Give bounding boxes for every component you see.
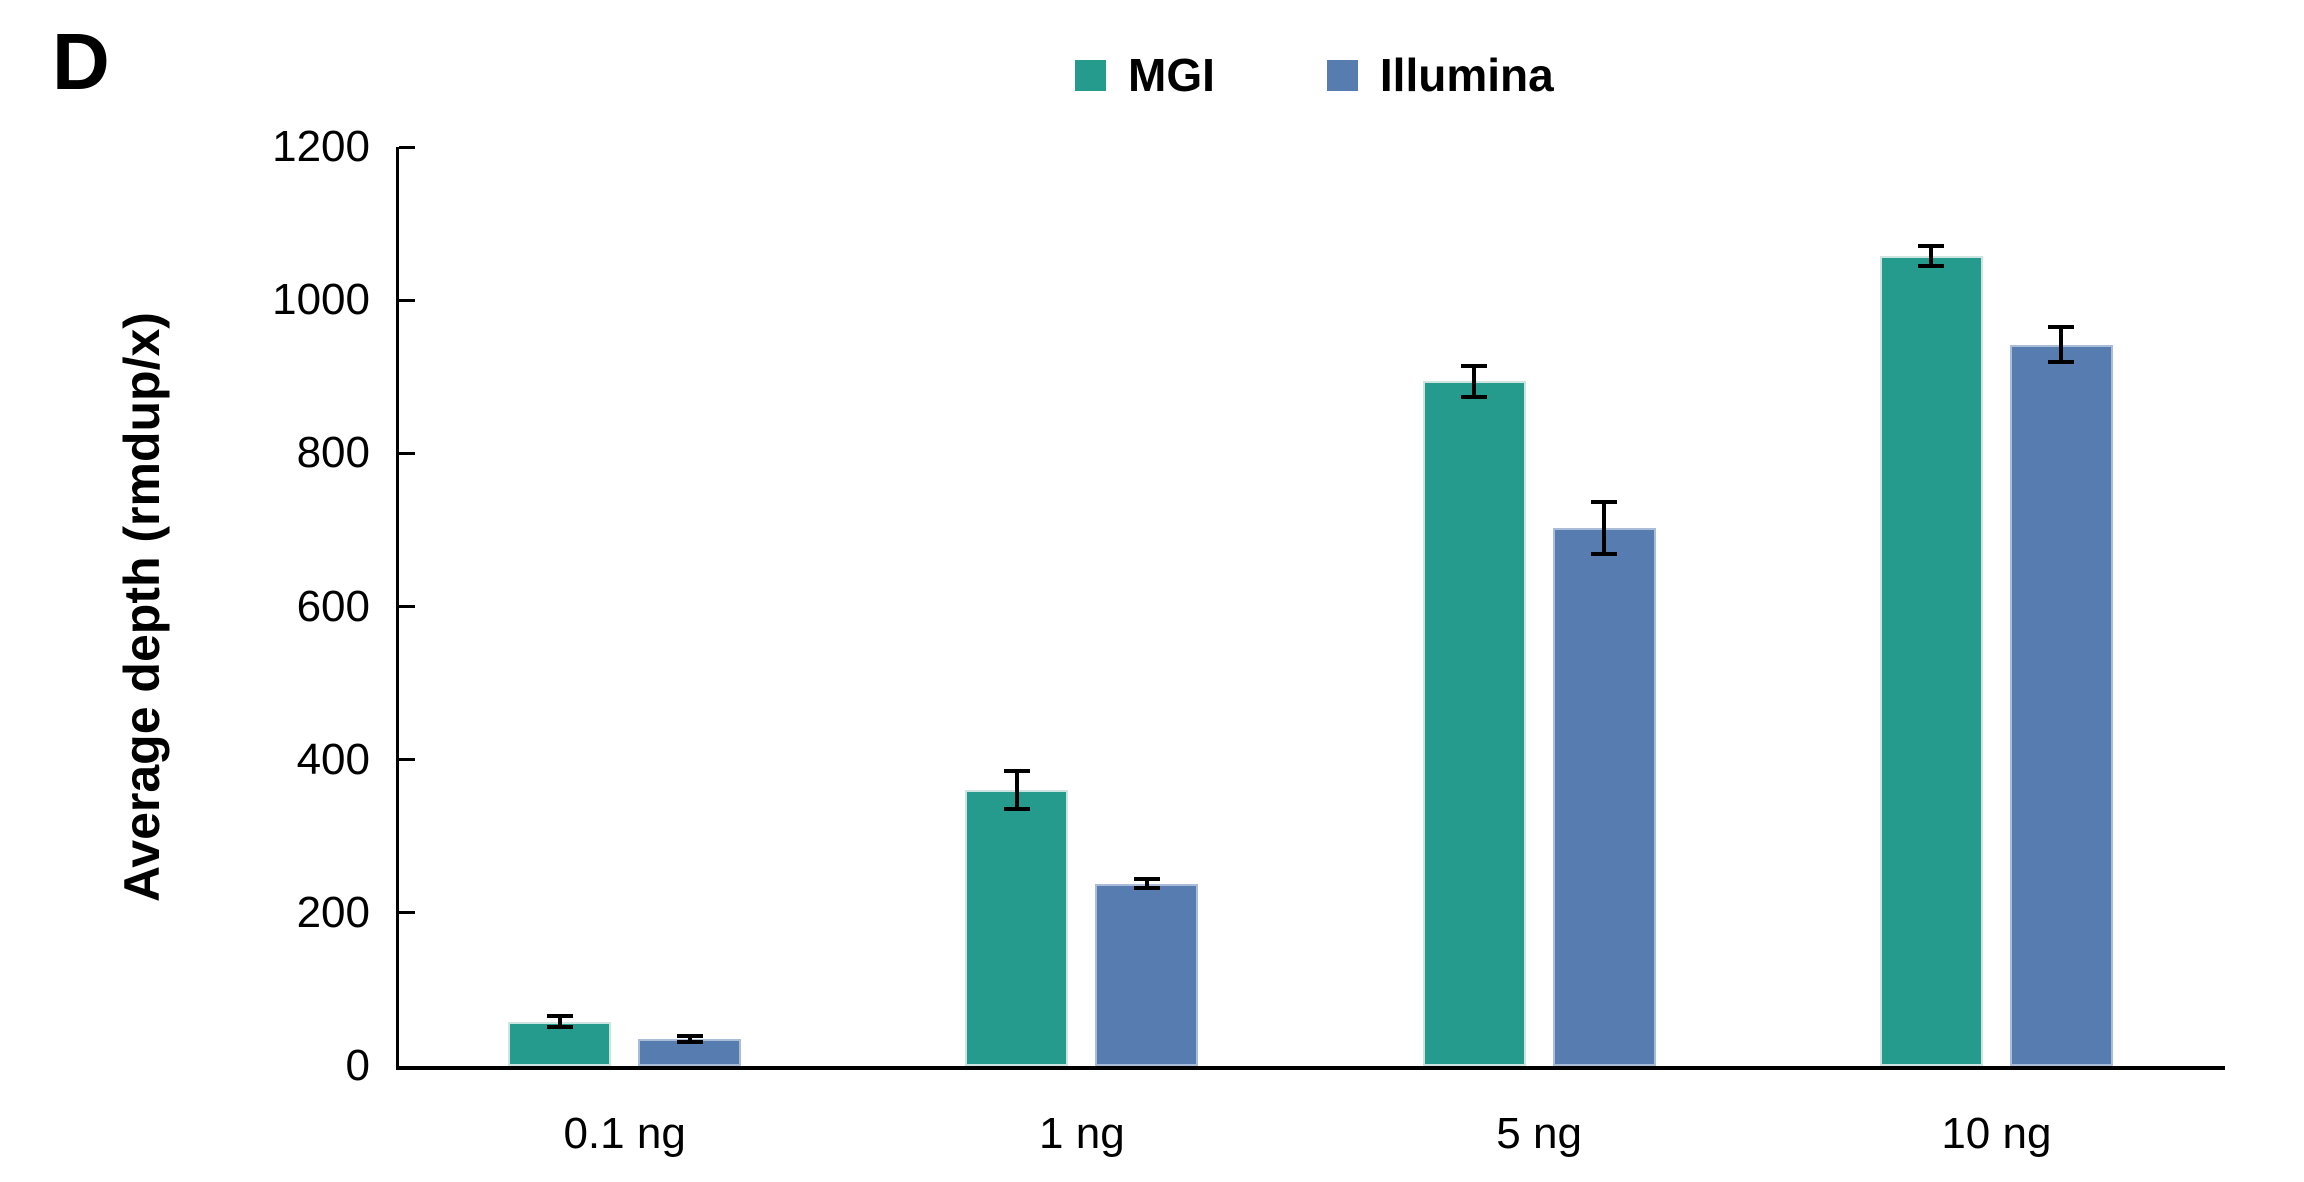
x-tick-label: 5 ng — [1496, 1109, 1582, 1158]
x-tick-label: 0.1 ng — [563, 1109, 686, 1158]
error-bar-line — [1472, 366, 1477, 397]
error-bar-cap — [1461, 394, 1488, 399]
bar-mgi-5ng — [1422, 381, 1526, 1066]
error-bar-cap — [1003, 769, 1030, 774]
y-tick-label: 400 — [296, 734, 370, 784]
error-bar-cap — [1003, 807, 1030, 812]
y-tick-mark — [399, 758, 415, 762]
bar-illumina-1ng — [1095, 883, 1199, 1066]
legend-swatch-icon — [1075, 59, 1106, 91]
error-bar-cap — [1133, 886, 1160, 891]
legend-item-mgi: MGI — [1075, 52, 1215, 98]
bar-mgi-1ng — [965, 790, 1069, 1066]
y-tick-label: 600 — [296, 581, 370, 631]
legend-label: MGI — [1128, 49, 1215, 101]
y-axis-title: Average depth (rmdup/x) — [114, 312, 170, 902]
legend-label: Illumina — [1379, 49, 1554, 101]
y-tick-mark — [399, 451, 415, 455]
error-bar-line — [557, 1016, 562, 1027]
x-tick-label: 10 ng — [1941, 1109, 2052, 1158]
error-bar-cap — [676, 1040, 703, 1045]
y-tick-label: 1000 — [272, 275, 370, 325]
error-bar-line — [2059, 326, 2064, 363]
error-bar-cap — [1133, 877, 1160, 882]
x-tick-label: 1 ng — [1039, 1109, 1125, 1158]
error-bar-cap — [1461, 364, 1488, 369]
y-tick-label: 800 — [296, 428, 370, 478]
y-tick-label: 1200 — [272, 122, 370, 171]
y-tick-mark — [399, 298, 415, 302]
y-tick-label: 200 — [296, 887, 370, 937]
error-bar-cap — [546, 1014, 573, 1019]
error-bar-cap — [1591, 499, 1618, 504]
y-tick-mark — [399, 605, 415, 608]
y-axis-line — [396, 147, 399, 1070]
error-bar-line — [1014, 771, 1019, 810]
y-tick-mark — [399, 145, 415, 149]
error-bar-cap — [546, 1024, 573, 1029]
bar-illumina-5ng — [1552, 527, 1656, 1066]
x-axis-line — [396, 1066, 2225, 1070]
error-bar-line — [1144, 879, 1149, 889]
error-bar-cap — [676, 1034, 703, 1039]
y-tick-label: 0 — [345, 1041, 370, 1090]
error-bar-line — [687, 1036, 692, 1043]
error-bar-cap — [2048, 360, 2075, 365]
y-tick-mark — [399, 911, 415, 915]
error-bar-cap — [1918, 263, 1945, 268]
legend-item-illumina: Illumina — [1326, 49, 1554, 101]
bar-mgi-10ng — [1879, 255, 1983, 1066]
bar-illumina-10ng — [2009, 344, 2113, 1066]
chart-legend: MGI Illumina — [1075, 52, 1554, 98]
error-bar-cap — [2048, 324, 2075, 329]
error-bar-line — [1602, 501, 1607, 554]
error-bar-cap — [1591, 551, 1618, 556]
error-bar-line — [1929, 245, 1934, 266]
panel-label: D — [52, 17, 110, 106]
legend-swatch-icon — [1326, 59, 1358, 91]
error-bar-cap — [1918, 243, 1945, 248]
